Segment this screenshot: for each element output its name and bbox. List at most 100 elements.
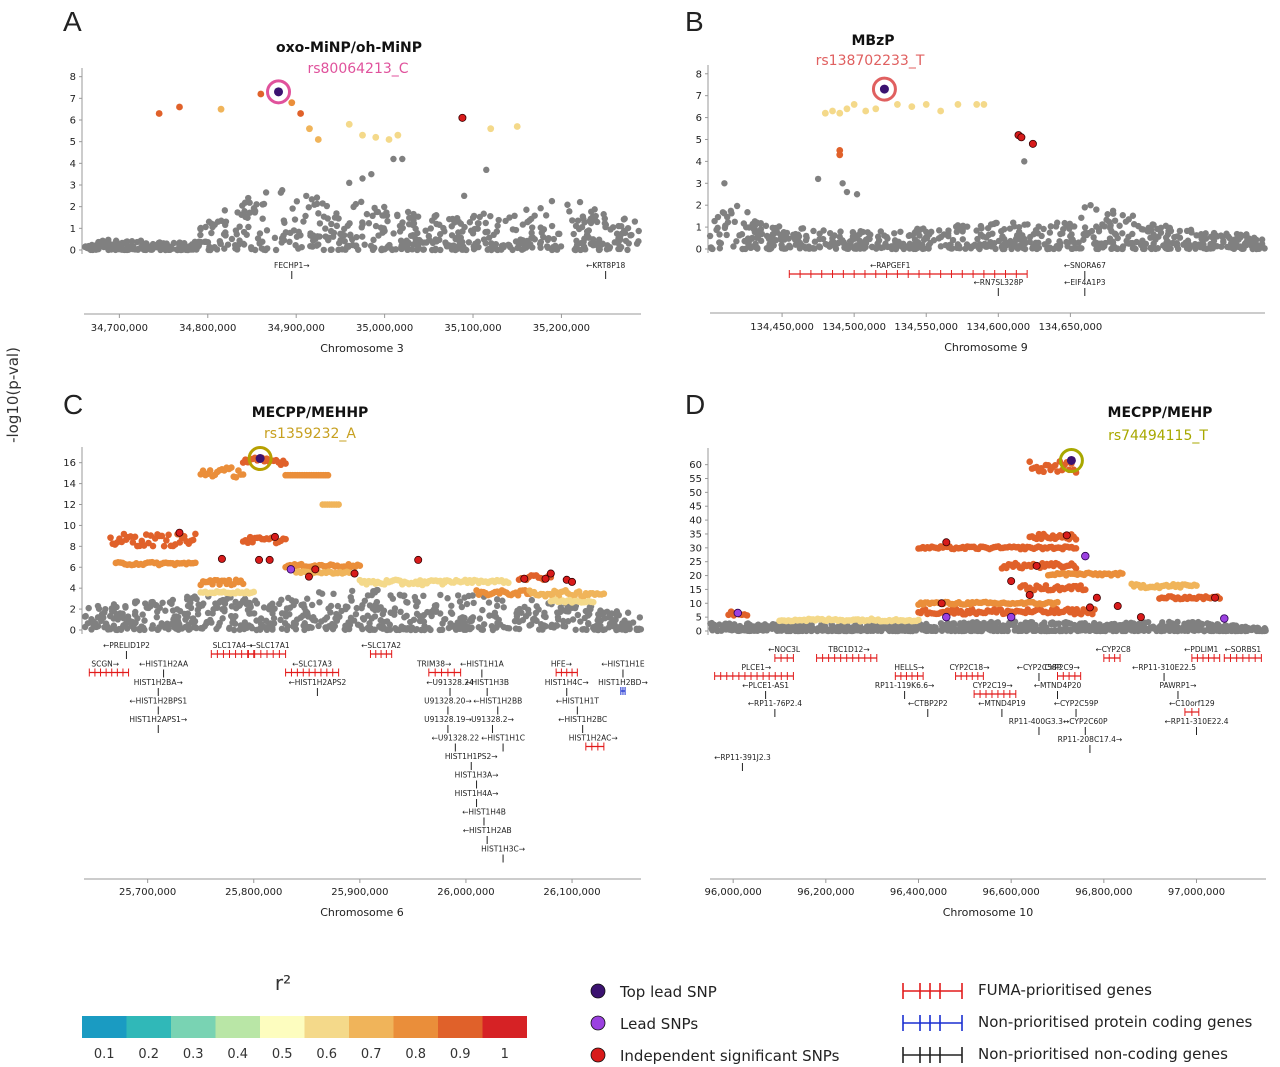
legend-label: Top lead SNP xyxy=(619,983,717,1001)
background-snp xyxy=(763,622,771,630)
background-snp xyxy=(1249,237,1257,244)
background-snp xyxy=(493,602,501,610)
background-snp xyxy=(635,227,642,235)
y-tick-label: 2 xyxy=(70,202,76,213)
background-snp xyxy=(401,614,408,621)
background-snp xyxy=(1092,627,1099,634)
background-snp xyxy=(1083,231,1090,239)
background-snp xyxy=(388,609,395,617)
gene-label: ←HIST1H1A xyxy=(460,660,505,669)
gene: ←HIST1H1E xyxy=(601,660,645,678)
background-snp xyxy=(1202,230,1209,237)
background-snp xyxy=(924,627,932,634)
background-snp xyxy=(420,592,427,600)
background-snp xyxy=(295,228,303,236)
background-snp xyxy=(1220,237,1227,245)
background-snp xyxy=(727,207,735,215)
background-snp xyxy=(512,625,520,632)
panel-title: MECPP/MEHHP xyxy=(252,405,369,421)
background-snp xyxy=(352,243,360,250)
background-snp xyxy=(132,598,139,605)
background-snp xyxy=(208,220,215,227)
y-tick-label: 8 xyxy=(70,542,76,553)
background-snp xyxy=(1026,238,1034,246)
gene-label: ←RP11-76P2.4 xyxy=(748,699,802,708)
background-snp xyxy=(278,610,286,617)
background-snp xyxy=(539,626,546,633)
background-snp xyxy=(112,246,119,254)
background-snp xyxy=(1225,627,1232,634)
background-snp xyxy=(228,235,236,243)
gene: ←RAPGEF1 xyxy=(788,261,1028,278)
background-snp xyxy=(1124,239,1131,247)
background-snp xyxy=(1098,240,1105,247)
panel-a: A oxo-MiNP/oh-MiNP rs80064213_C Chromoso… xyxy=(63,6,642,355)
background-snp xyxy=(247,244,255,251)
background-snp xyxy=(738,231,746,238)
background-snp xyxy=(1198,235,1205,242)
gene: ←PRELID1P2 xyxy=(103,641,150,659)
background-snp xyxy=(708,245,715,252)
background-snp xyxy=(271,234,279,242)
top-lead-snp xyxy=(274,87,284,97)
background-snp xyxy=(1075,627,1083,634)
background-snp xyxy=(329,625,337,633)
background-snp xyxy=(1047,619,1055,627)
background-snp xyxy=(365,625,372,633)
gene: U91328.19→ xyxy=(424,715,472,733)
background-snp xyxy=(486,612,493,619)
background-snp xyxy=(104,239,111,247)
gene-label: ←SLC17A2 xyxy=(361,641,401,650)
x-tick-label: 134,650,000 xyxy=(1039,322,1103,333)
background-snp xyxy=(620,216,628,223)
gene: ←U91328.22 xyxy=(432,734,479,752)
gene: HIST1H2BA→ xyxy=(134,678,183,696)
background-snp xyxy=(577,618,584,625)
background-snp xyxy=(977,627,984,635)
background-snp xyxy=(304,595,311,602)
y-tick-label: 30 xyxy=(689,543,702,554)
background-snp xyxy=(370,236,377,244)
background-snp xyxy=(553,246,561,253)
background-snp xyxy=(633,240,641,247)
background-snp xyxy=(1198,621,1206,628)
background-snp xyxy=(259,201,266,208)
independent-snp xyxy=(1211,593,1220,602)
background-snp xyxy=(333,617,341,624)
y-tick-label: 7 xyxy=(70,94,76,105)
background-snp xyxy=(176,607,184,615)
background-snp xyxy=(529,234,536,241)
background-snp xyxy=(1144,618,1152,626)
background-snp xyxy=(1175,626,1182,634)
background-snp xyxy=(1169,625,1177,633)
gene: ←HIST1H2AB xyxy=(463,826,512,844)
background-snp xyxy=(368,615,376,622)
background-snp xyxy=(840,239,848,246)
background-snp xyxy=(377,224,385,231)
independent-snp xyxy=(311,565,320,574)
gene-label: ←RN7SL328P xyxy=(973,278,1023,287)
background-snp xyxy=(511,617,519,625)
y-tick-label: 14 xyxy=(63,479,76,490)
ld-snp xyxy=(908,103,916,111)
ld-snp xyxy=(228,464,235,471)
legend-label: Non-prioritised protein coding genes xyxy=(978,1013,1253,1031)
background-snp xyxy=(359,233,366,240)
background-snp xyxy=(565,608,572,615)
background-snp xyxy=(157,246,164,254)
ld-snp xyxy=(129,539,137,546)
colorbar-swatch xyxy=(438,1016,483,1038)
background-snp xyxy=(449,215,456,223)
gene-track-icon xyxy=(902,983,963,999)
background-snp xyxy=(410,210,417,218)
background-snp xyxy=(416,612,423,620)
background-snp xyxy=(1104,211,1111,218)
ld-snp xyxy=(1040,468,1047,476)
background-snp xyxy=(802,237,810,244)
background-snp xyxy=(529,224,536,231)
independent-snp xyxy=(414,555,423,564)
background-snp xyxy=(303,192,310,200)
top-lead-snp xyxy=(1066,455,1076,465)
background-snp xyxy=(1005,239,1013,246)
background-snp xyxy=(397,608,404,616)
